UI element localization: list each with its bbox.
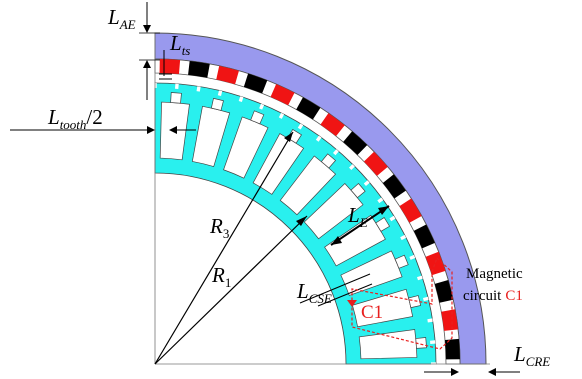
label-magnetic-circuit: circuit C1 [463,288,523,304]
slot-neck [210,97,224,111]
ltooth-arrowhead-right [169,126,177,134]
label-magnetic: Magnetic [466,266,523,282]
stator-core [154,82,437,365]
label-ltooth: Ltooth/2 [47,105,103,132]
label-lcre: LCRE [513,342,550,369]
tooth-tip-gap [348,164,355,171]
magnet-north [425,251,446,276]
tooth-tip-gap [238,96,244,103]
magnet-north [216,65,239,85]
le-arrowhead-1 [331,236,342,245]
svg-text:R3: R3 [209,214,229,241]
radius-r1-line [154,215,308,365]
magnet-north [363,151,388,176]
tooth-tip-gap [409,254,416,260]
svg-text:LCRE: LCRE [513,342,550,369]
label-circuit-tag: C1 [361,302,383,323]
magnet-south [413,224,435,249]
slot-neck [394,254,409,269]
tooth-tip-gap [416,275,423,281]
stator-slots [159,92,427,360]
lcse-leader [299,273,371,304]
tooth-tip-gap [297,123,304,130]
le-arrowhead-2 [378,206,389,215]
slot-neck [170,92,182,104]
tooth-tip-gap [196,86,201,92]
radius-r1-arrowhead [296,216,307,226]
magnet-south [382,174,406,199]
tooth-tip-gap [278,112,285,119]
svg-text:LCSE: LCSE [296,279,332,306]
magnet-north [159,59,181,74]
lcre-arrowhead-left [451,368,459,376]
slot-neck [415,337,427,349]
tooth-tip-gap [430,340,436,344]
svg-text:R1: R1 [211,263,231,290]
magnet-north [441,309,459,331]
lae-arrowhead-down [143,25,151,33]
flux-arrowhead [347,300,357,307]
label-r3: R3 [209,214,229,241]
slot-neck [408,295,422,309]
magnet-south [296,97,321,120]
lcse-leader-2 [317,283,373,307]
slot-neck [320,153,337,169]
tooth-tip-gap [363,180,370,187]
radius-r3-line [154,131,294,365]
ltooth-arrowhead-left [147,126,155,134]
tooth-tip-gap [389,215,396,222]
slot-openings [153,83,436,366]
tooth-tip-gap [422,296,429,302]
tooth-tip-gap [315,135,322,142]
label-lts: Lts [169,31,190,58]
slot-neck [375,217,391,232]
svg-text:LAE: LAE [107,5,136,32]
tooth-tip-gap [400,234,407,241]
slot-neck [250,110,265,125]
lae-arrowhead-up [143,60,151,68]
label-lae: LAE [107,5,136,32]
tooth-tip-gap [427,318,433,323]
magnet-north [270,84,295,106]
svg-text:Ltooth/2: Ltooth/2 [47,105,103,132]
tooth-tip-gap [377,197,384,204]
magnet-north [320,113,345,137]
permanent-magnets [159,59,460,360]
svg-text:LE: LE [347,203,368,230]
flux-path-icon [351,256,453,350]
svg-text:Lts: Lts [169,31,190,58]
tooth-tip-gap [175,83,179,89]
label-lcse: LCSE [296,279,332,306]
magnet-south [445,338,460,360]
magnet-north [399,198,422,223]
magnet-south [243,73,268,94]
tooth-tip-gap [217,90,223,97]
magnet-south [434,280,454,303]
lcre-arrowhead-right [488,368,496,376]
magnet-south [188,60,210,78]
radius-r3-arrowhead [284,132,293,142]
label-r1: R1 [211,263,231,290]
slot-neck [350,182,366,199]
le-dimension-line [330,205,390,246]
tooth-tip-gap [332,149,339,156]
label-le: LE [347,203,368,230]
magnet-south [343,131,368,156]
tooth-tip-gap [259,103,265,110]
